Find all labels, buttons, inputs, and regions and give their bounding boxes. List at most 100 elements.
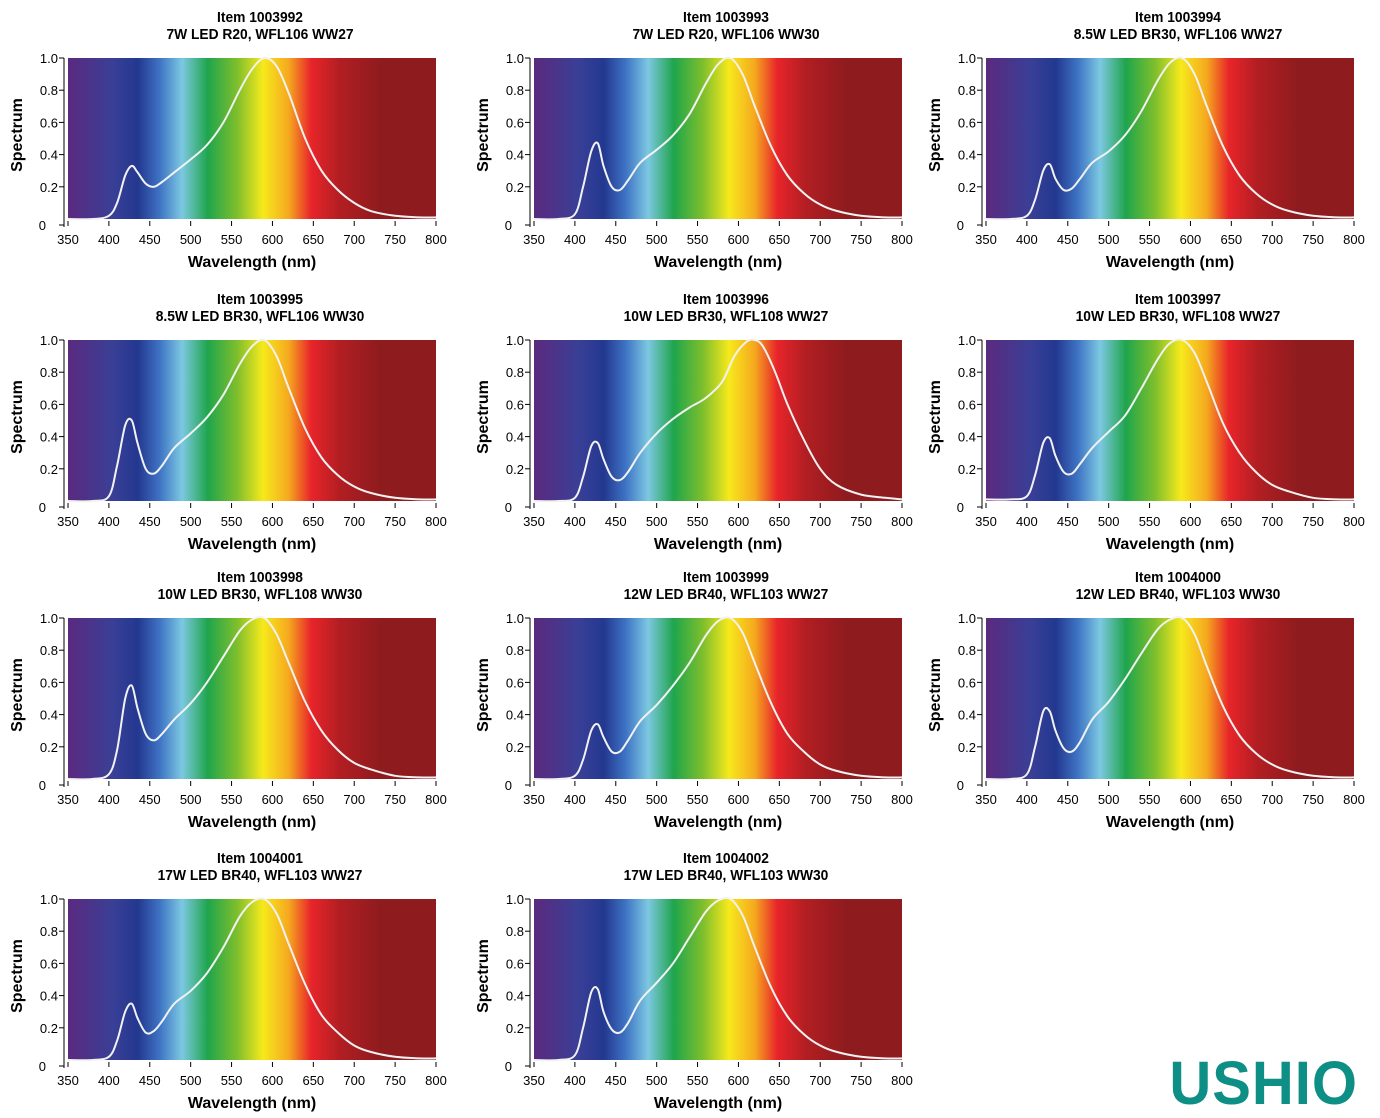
x-tick-label: 550 [221, 514, 243, 529]
y-tick-label: 0.4 [958, 148, 976, 163]
y-tick-label: 0.8 [958, 83, 976, 98]
x-tick-label: 800 [425, 514, 447, 529]
spectrum-chart-5: Item 1003996 10W LED BR30, WFL108 WW27 Spe… [466, 282, 926, 553]
x-tick-label: 500 [180, 232, 202, 247]
x-tick-label: 400 [98, 232, 120, 247]
y-tick-label: 0.8 [40, 924, 58, 939]
y-tick-label: 0.6 [958, 397, 976, 412]
x-tick-label: 750 [384, 792, 406, 807]
chart-subtitle: 8.5W LED BR30, WFL106 WW30 [155, 308, 365, 325]
x-tick-label: 600 [728, 232, 750, 247]
x-axis-label: Wavelength (nm) [187, 1095, 317, 1112]
x-axis-label: Wavelength (nm) [187, 254, 317, 271]
y-tick-label: 0.2 [958, 180, 976, 195]
x-tick-label: 350 [523, 232, 545, 247]
spectrum-line [985, 615, 1355, 781]
y-tick-label: 0.2 [40, 180, 58, 195]
y-tick-label: 1.0 [40, 611, 58, 626]
spectrum-chart-3: Item 1003994 8.5W LED BR30, WFL106 WW27 Sp… [918, 0, 1378, 271]
spectrum-background [534, 58, 902, 219]
x-tick-label: 500 [180, 1073, 202, 1088]
y-tick-label: 0.6 [958, 115, 976, 130]
x-axis-label: Wavelength (nm) [1105, 254, 1235, 271]
x-tick-label: 650 [302, 1073, 324, 1088]
plot-area: 0 0.2 0.4 0.6 0.8 1.0 350 400 450 500 550 600 650 700… [505, 51, 913, 247]
plot-area: 0 0.2 0.4 0.6 0.8 1.0 350 400 450 500 550 600 650 700… [505, 611, 913, 807]
x-tick-label: 400 [564, 792, 586, 807]
x-tick-label: 800 [891, 514, 913, 529]
x-tick-label: 350 [523, 792, 545, 807]
y-tick-label: 0.4 [958, 430, 976, 445]
spectrum-chart-6: Item 1003997 10W LED BR30, WFL108 WW27 Spe… [918, 282, 1378, 553]
spectrum-line [533, 616, 903, 781]
chart-title: Item 1003998 [217, 569, 303, 586]
y-tick-label: 0.6 [506, 956, 524, 971]
x-tick-label: 700 [809, 514, 831, 529]
x-tick-label: 350 [523, 1073, 545, 1088]
x-tick-label: 600 [728, 792, 750, 807]
x-tick-label: 400 [1016, 232, 1038, 247]
plot-area: 0 0.2 0.4 0.6 0.8 1.0 350 400 450 500 550 600 650 700… [957, 51, 1365, 247]
spectrum-line [533, 338, 903, 503]
spectrum-chart-11: Item 1004002 17W LED BR40, WFL103 WW30 Spe… [466, 841, 926, 1112]
x-tick-label: 450 [1057, 792, 1079, 807]
spectrum-chart-1: Item 1003992 7W LED R20, WFL106 WW27 Spect… [0, 0, 460, 271]
x-tick-label: 750 [850, 514, 872, 529]
x-tick-label: 450 [605, 232, 627, 247]
x-tick-label: 450 [605, 514, 627, 529]
y-tick-label: 0.2 [958, 740, 976, 755]
chart-title: Item 1003992 [217, 9, 303, 26]
x-tick-label: 400 [564, 514, 586, 529]
x-tick-label: 500 [1098, 792, 1120, 807]
x-tick-label: 750 [1302, 514, 1324, 529]
y-tick-label: 0 [39, 1059, 46, 1074]
x-tick-label: 650 [768, 232, 790, 247]
x-tick-label: 800 [1343, 792, 1365, 807]
x-tick-label: 450 [1057, 514, 1079, 529]
chart-title: Item 1004000 [1135, 569, 1221, 586]
x-tick-label: 350 [975, 514, 997, 529]
x-tick-label: 400 [98, 792, 120, 807]
y-tick-label: 0.6 [40, 397, 58, 412]
y-tick-label: 0 [39, 500, 46, 515]
x-tick-label: 550 [221, 232, 243, 247]
x-tick-label: 550 [1139, 232, 1161, 247]
x-tick-label: 600 [262, 232, 284, 247]
chart-subtitle: 12W LED BR40, WFL103 WW30 [1075, 586, 1281, 603]
x-axis-label: Wavelength (nm) [653, 254, 783, 271]
x-tick-label: 450 [1057, 232, 1079, 247]
x-axis-label: Wavelength (nm) [653, 814, 783, 831]
y-tick-label: 1.0 [40, 333, 58, 348]
y-tick-label: 1.0 [506, 892, 524, 907]
spectrum-background [534, 618, 902, 779]
y-tick-label: 0 [957, 500, 964, 515]
y-tick-label: 0.6 [506, 115, 524, 130]
x-tick-label: 500 [646, 1073, 668, 1088]
x-tick-label: 700 [809, 232, 831, 247]
plot-area: 0 0.2 0.4 0.6 0.8 1.0 350 400 450 500 550 600 650 700… [39, 892, 447, 1088]
y-tick-label: 0 [957, 778, 964, 793]
x-tick-label: 450 [139, 232, 161, 247]
plot-area: 0 0.2 0.4 0.6 0.8 1.0 350 400 450 500 550 600 650 700… [39, 611, 447, 807]
spectrum-line [67, 338, 437, 503]
plot-area: 0 0.2 0.4 0.6 0.8 1.0 350 400 450 500 550 600 650 700… [39, 333, 447, 529]
chart-subtitle: 17W LED BR40, WFL103 WW30 [623, 867, 829, 884]
y-tick-label: 0.4 [506, 708, 524, 723]
y-tick-label: 0.8 [958, 643, 976, 658]
y-tick-label: 0.8 [40, 365, 58, 380]
x-tick-label: 700 [1261, 232, 1283, 247]
x-tick-label: 800 [425, 792, 447, 807]
x-tick-label: 400 [98, 514, 120, 529]
y-tick-label: 0.6 [506, 675, 524, 690]
y-tick-label: 0.8 [506, 643, 524, 658]
x-tick-label: 400 [564, 232, 586, 247]
spectrum-line [985, 338, 1355, 501]
y-tick-label: 0.4 [506, 148, 524, 163]
y-tick-label: 0.4 [40, 430, 58, 445]
spectrum-background [68, 618, 436, 779]
x-tick-label: 550 [687, 1073, 709, 1088]
spectrum-chart-9: Item 1004000 12W LED BR40, WFL103 WW30 Spe… [918, 560, 1378, 831]
x-tick-label: 600 [1180, 514, 1202, 529]
x-tick-label: 550 [1139, 792, 1161, 807]
spectrum-background [68, 58, 436, 219]
